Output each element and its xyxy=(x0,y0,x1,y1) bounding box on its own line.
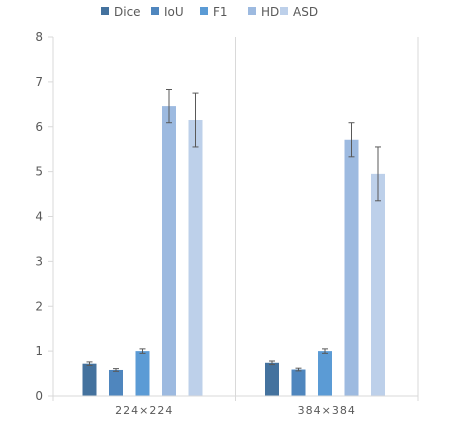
y-axis: 0 1 2 3 4 5 6 7 8 xyxy=(35,30,54,403)
error-bar-hd xyxy=(166,89,172,124)
y-tick-label: 3 xyxy=(35,254,43,268)
bar-asd xyxy=(188,120,203,397)
error-bar-asd xyxy=(192,92,199,148)
legend: Dice IoU F1 HD ASD xyxy=(101,5,318,19)
error-bar-f1 xyxy=(322,348,328,354)
legend-label-dice: Dice xyxy=(114,5,141,19)
legend-label-hd: HD xyxy=(261,5,279,19)
legend-swatch-asd xyxy=(280,7,288,15)
y-tick-label: 5 xyxy=(35,165,43,179)
legend-label-f1: F1 xyxy=(213,5,228,19)
gridlines xyxy=(235,37,419,401)
y-tick-label: 6 xyxy=(35,120,43,134)
bars xyxy=(82,89,385,397)
bar-dice xyxy=(265,362,279,396)
bar-iou xyxy=(109,369,123,396)
error-bar-dice xyxy=(86,361,93,366)
bar-iou xyxy=(291,369,306,396)
legend-swatch-f1 xyxy=(200,7,208,15)
error-bar-hd xyxy=(348,122,355,158)
error-bar-f1 xyxy=(139,348,146,354)
y-tick-label: 4 xyxy=(35,210,43,224)
bar-hd xyxy=(162,106,176,397)
bar-asd xyxy=(371,173,385,396)
bar-f1 xyxy=(318,351,332,396)
legend-swatch-hd xyxy=(248,7,256,15)
error-bar-iou xyxy=(113,368,119,372)
bar-dice xyxy=(82,363,97,396)
x-category-label: 384×384 xyxy=(298,404,356,417)
x-category-label: 224×224 xyxy=(115,404,173,417)
legend-label-iou: IoU xyxy=(164,5,184,19)
bar-hd xyxy=(344,139,359,397)
legend-swatch-dice xyxy=(101,7,109,15)
bar-f1 xyxy=(135,351,150,396)
y-tick-label: 2 xyxy=(35,299,43,313)
y-tick-label: 7 xyxy=(35,75,43,89)
y-tick-label: 8 xyxy=(35,30,43,44)
legend-swatch-iou xyxy=(151,7,159,15)
error-bar-asd xyxy=(375,146,381,202)
x-axis: 224×224 384×384 xyxy=(52,395,418,417)
error-bar-dice xyxy=(269,360,275,366)
legend-label-asd: ASD xyxy=(293,5,318,19)
y-tick-label: 1 xyxy=(35,344,43,358)
error-bar-iou xyxy=(295,367,302,372)
y-tick-label: 0 xyxy=(35,389,43,403)
